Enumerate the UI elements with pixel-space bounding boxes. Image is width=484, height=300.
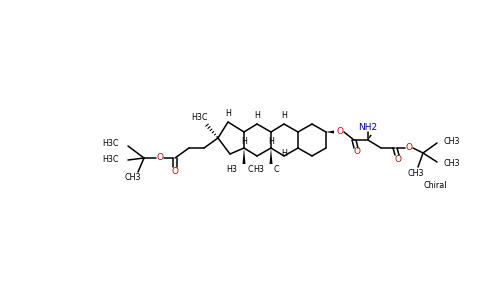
Text: O: O [156, 154, 164, 163]
Polygon shape [326, 130, 334, 134]
Text: H3C: H3C [103, 155, 119, 164]
Text: H: H [281, 112, 287, 121]
Text: H: H [225, 110, 231, 118]
Polygon shape [368, 134, 372, 140]
Text: H3C: H3C [103, 139, 119, 148]
Text: O: O [336, 128, 344, 136]
Text: H: H [254, 112, 260, 121]
Text: NH2: NH2 [359, 122, 378, 131]
Text: CH3: CH3 [444, 136, 460, 146]
Text: H3: H3 [253, 164, 264, 173]
Text: H3: H3 [226, 164, 237, 173]
Text: CH3: CH3 [125, 172, 141, 182]
Text: O: O [406, 143, 412, 152]
Polygon shape [242, 148, 245, 164]
Text: C: C [247, 164, 253, 173]
Text: C: C [274, 164, 280, 173]
Text: O: O [171, 167, 179, 176]
Text: Chiral: Chiral [423, 181, 447, 190]
Text: H: H [241, 136, 247, 146]
Text: CH3: CH3 [408, 169, 424, 178]
Text: O: O [353, 146, 361, 155]
Text: H3C: H3C [191, 113, 207, 122]
Text: H: H [268, 136, 274, 146]
Polygon shape [270, 148, 272, 164]
Text: O: O [394, 154, 402, 164]
Text: CH3: CH3 [444, 158, 460, 167]
Text: H: H [281, 148, 287, 158]
